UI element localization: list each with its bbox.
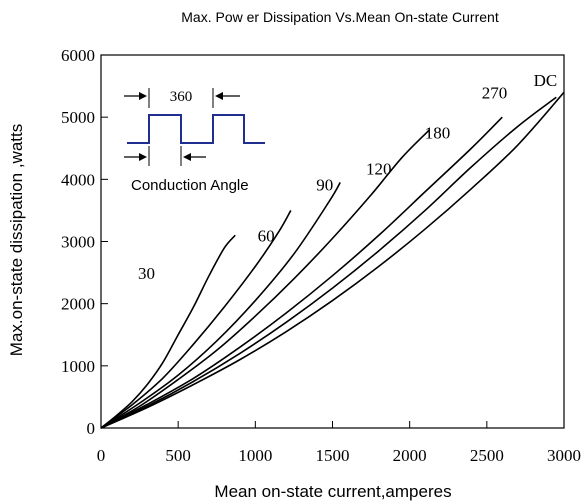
- period-arrow-right-head: [215, 92, 223, 100]
- period-label: 360: [170, 89, 193, 105]
- chart-title: Max. Pow er Dissipation Vs.Mean On-state…: [181, 9, 499, 25]
- y-axis-title: Max.on-state dissipation ,watts: [7, 124, 26, 356]
- x-axis-title: Mean on-state current,amperes: [214, 482, 451, 501]
- y-tick-label: 0: [87, 419, 96, 438]
- x-tick-label: 2000: [393, 446, 427, 465]
- series-labels: 30 60 90 120 180 270 DC: [138, 71, 557, 283]
- series-line-120: [100, 129, 431, 429]
- series-line-180: [100, 116, 503, 429]
- period-arrow-left-head: [139, 92, 147, 100]
- series-label-60: 60: [258, 227, 275, 246]
- conduction-angle-label: Conduction Angle: [131, 177, 249, 194]
- series-line-270: [100, 96, 557, 429]
- y-tick-label: 6000: [61, 46, 95, 65]
- x-tick-label: 1500: [316, 446, 350, 465]
- series-label-90: 90: [316, 176, 333, 195]
- x-tick-label: 500: [165, 446, 191, 465]
- x-tick-label: 1000: [238, 446, 272, 465]
- y-tick-label: 4000: [61, 170, 95, 189]
- x-tick-label: 2500: [470, 446, 504, 465]
- series-lines: [100, 91, 565, 429]
- y-tick-label: 1000: [61, 357, 95, 376]
- y-axis-ticks: 0 1000 2000 3000 4000 5000 6000: [61, 46, 108, 438]
- x-tick-label: 0: [97, 446, 106, 465]
- series-label-120: 120: [366, 159, 392, 178]
- series-label-dc: DC: [534, 71, 558, 90]
- y-tick-label: 5000: [61, 108, 95, 127]
- series-line-30: [100, 234, 236, 429]
- series-label-30: 30: [138, 264, 155, 283]
- conduction-angle-inset: 360 Conduction Angle: [124, 88, 265, 194]
- y-tick-label: 3000: [61, 233, 95, 252]
- series-label-270: 270: [482, 84, 508, 103]
- series-line-60: [100, 210, 292, 429]
- plot-frame: [100, 54, 565, 429]
- y-tick-label: 2000: [61, 295, 95, 314]
- conduction-arrow-left-head: [139, 153, 147, 161]
- conduction-arrow-right-head: [183, 153, 191, 161]
- square-waveform: [127, 114, 265, 144]
- series-line-90: [100, 182, 341, 429]
- series-line-dc: [100, 91, 565, 429]
- series-label-180: 180: [425, 123, 451, 142]
- x-axis-ticks: 0 500 1000 1500 2000 2500 3000: [97, 421, 581, 465]
- x-tick-label: 3000: [547, 446, 581, 465]
